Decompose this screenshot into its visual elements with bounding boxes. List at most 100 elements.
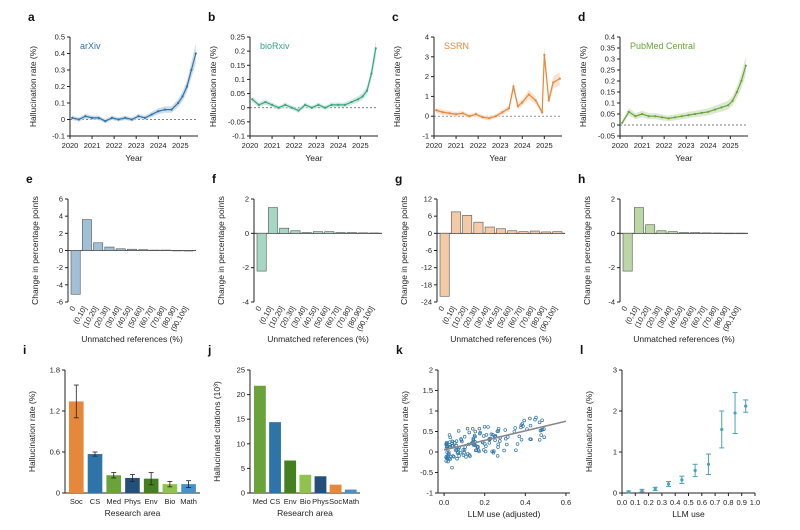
data-point <box>357 98 360 101</box>
y-tick-label: 0 <box>611 121 615 130</box>
bar <box>256 233 267 272</box>
bar <box>358 232 368 234</box>
scatter-point <box>533 417 537 422</box>
y-axis-label: Change in percentage points <box>216 196 226 305</box>
x-tick-label: 0.8 <box>723 498 733 507</box>
y-tick-label: 0.2 <box>235 47 245 56</box>
data-point <box>104 120 107 123</box>
y-tick-label: 0.1 <box>55 99 65 108</box>
panel-j: j 0 5 10 15 20 25 Med CS Env Bio Phys Soc Math Researc… <box>207 343 360 518</box>
fit-line <box>443 420 567 451</box>
bar <box>679 232 689 234</box>
y-tick-label: 0 <box>56 489 60 498</box>
bar <box>81 219 92 251</box>
x-axis-label: Unmatched references (%) <box>633 334 735 344</box>
y-tick-label: 20 <box>237 390 245 399</box>
x-tick-label: 0.7 <box>710 498 720 507</box>
bar <box>701 232 712 234</box>
scatter-point <box>465 451 470 456</box>
scatter-point <box>467 430 471 435</box>
data-point <box>693 468 697 473</box>
x-axis-label: Unmatched references (%) <box>450 334 552 344</box>
bar <box>172 250 182 252</box>
y-tick-label: -0.1 <box>52 132 65 141</box>
data-point <box>488 117 491 120</box>
y-tick-label: -2 <box>56 263 63 272</box>
x-tick-label: 2023 <box>308 141 325 150</box>
scatter-point <box>477 426 482 431</box>
bar <box>299 474 312 493</box>
bar <box>93 242 104 251</box>
x-tick-label: 0.6 <box>697 498 707 507</box>
data-point <box>713 108 716 111</box>
data-point <box>507 107 511 110</box>
bar <box>290 230 301 234</box>
y-tick-label: 2 <box>429 366 433 375</box>
data-point <box>350 100 353 104</box>
data-point <box>284 103 287 106</box>
y-tick-label: -2 <box>242 263 249 272</box>
data-point <box>627 110 630 113</box>
data-point <box>558 77 561 80</box>
x-tick-label: 0.1 <box>630 498 640 507</box>
y-axis-label: Hallucination rate (%) <box>208 46 218 127</box>
data-point <box>521 101 524 104</box>
bar <box>656 230 667 234</box>
data-point <box>177 101 180 105</box>
y-tick-label: -0.05 <box>228 117 245 126</box>
confidence-band <box>622 56 746 126</box>
scatter-point <box>483 449 488 454</box>
x-tick-label: 2025 <box>536 141 553 150</box>
data-point <box>634 115 637 118</box>
scatter-point <box>473 429 478 434</box>
category-label: Math <box>342 497 359 506</box>
bar <box>462 215 473 234</box>
bar <box>529 230 540 234</box>
y-tick-label: 1.5 <box>423 386 433 395</box>
data-point <box>365 89 369 92</box>
y-tick-label: 0.4 <box>605 33 615 42</box>
x-tick-label: 2024 <box>330 141 347 150</box>
bar <box>284 460 297 493</box>
bar <box>552 231 563 234</box>
scatter-point <box>481 434 486 438</box>
y-tick-label: 0.15 <box>600 88 615 97</box>
y-tick-label: 0.1 <box>235 75 245 84</box>
series-title: arXiv <box>80 41 101 51</box>
category-label: Bio <box>164 497 175 506</box>
scatter-point <box>449 454 453 459</box>
bar <box>104 246 115 251</box>
category-label: Bio <box>300 497 311 506</box>
data-point <box>343 103 346 106</box>
bar <box>127 248 137 251</box>
y-tick-label: 0.6 <box>50 448 60 457</box>
y-axis-label: Hallucination rate (%) <box>392 46 402 127</box>
data-point <box>194 52 197 55</box>
category-label: 0 <box>619 305 629 313</box>
y-tick-label: 4 <box>59 212 63 221</box>
panel-g: g-24-18-12-606120(0,10](10,20](20,30](30… <box>395 172 565 344</box>
bar <box>633 207 644 234</box>
scatter-point <box>493 438 497 443</box>
y-tick-label: -18 <box>421 280 432 289</box>
category-label: 0 <box>67 305 77 313</box>
x-tick-label: 2021 <box>634 141 651 150</box>
bar <box>439 233 450 297</box>
bar <box>125 477 140 493</box>
x-axis-label: Year <box>675 153 692 163</box>
confidence-band <box>436 45 560 121</box>
x-axis-label: Unmatched references (%) <box>81 334 183 344</box>
bar <box>149 249 160 251</box>
y-tick-label: 0 <box>429 448 433 457</box>
category-label: Env <box>284 497 297 506</box>
panel-letter: h <box>578 172 585 186</box>
scatter-point <box>459 437 463 441</box>
scatter-point <box>539 433 543 437</box>
y-tick-label: 0 <box>241 489 245 498</box>
data-point <box>143 116 147 119</box>
scatter-point <box>528 416 532 421</box>
panel-a: a -0.1 0 0.1 0.2 0.3 0.4 0.5 2020 2021 2022 2023 202… <box>28 10 198 163</box>
bar <box>507 230 518 234</box>
scatter-point <box>528 423 533 428</box>
